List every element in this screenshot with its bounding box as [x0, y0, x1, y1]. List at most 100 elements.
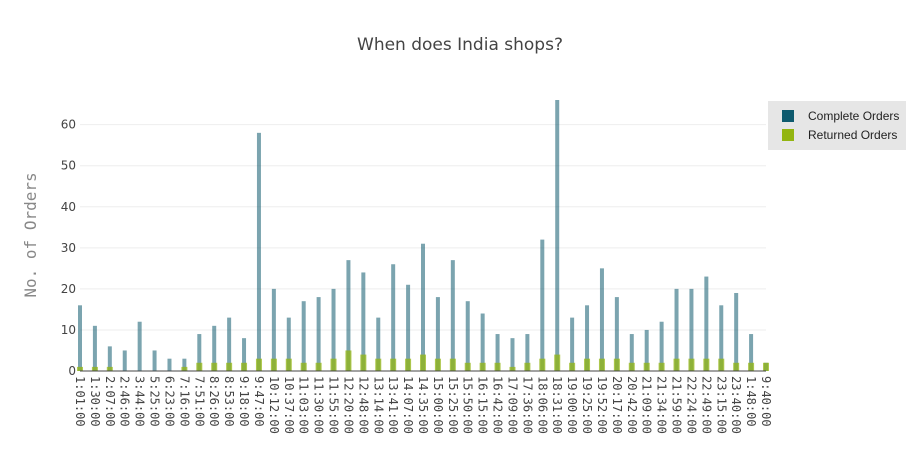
bar[interactable] [584, 358, 591, 371]
bar[interactable] [375, 358, 382, 371]
bar[interactable] [316, 297, 321, 371]
bar[interactable] [360, 354, 367, 371]
x-tick-label: 11:03:00 [297, 376, 311, 434]
bar[interactable] [181, 366, 188, 371]
bar[interactable] [315, 362, 322, 371]
bar[interactable] [495, 334, 500, 371]
x-tick-label: 21:34:00 [655, 376, 669, 434]
bar[interactable] [226, 362, 233, 371]
bar[interactable] [718, 358, 725, 371]
bar[interactable] [540, 239, 545, 371]
bar[interactable] [598, 358, 605, 371]
bar[interactable] [405, 358, 412, 371]
bar[interactable] [719, 305, 724, 371]
bar[interactable] [450, 260, 455, 371]
bar[interactable] [570, 317, 575, 371]
bar[interactable] [391, 264, 396, 371]
bar[interactable] [628, 362, 635, 371]
bar[interactable] [733, 362, 740, 371]
bar[interactable] [569, 362, 576, 371]
bar[interactable] [510, 338, 515, 371]
bar[interactable] [196, 362, 203, 371]
chart-title: When does India shops? [357, 35, 563, 55]
bar[interactable] [659, 321, 664, 371]
bar[interactable] [211, 362, 218, 371]
bar[interactable] [689, 288, 694, 371]
bar[interactable] [464, 362, 471, 371]
bar[interactable] [734, 292, 739, 371]
bar[interactable] [449, 358, 456, 371]
bar[interactable] [479, 362, 486, 371]
bar[interactable] [77, 366, 83, 371]
bar[interactable] [270, 358, 277, 371]
bar[interactable] [703, 358, 710, 371]
bar[interactable] [106, 366, 113, 371]
bar[interactable] [644, 329, 649, 371]
bar[interactable] [420, 354, 426, 371]
bar[interactable] [300, 362, 307, 371]
bar[interactable] [78, 305, 82, 371]
bar[interactable] [242, 338, 247, 371]
bar[interactable] [301, 301, 306, 371]
bar[interactable] [91, 366, 98, 371]
bar[interactable] [688, 358, 695, 371]
bar[interactable] [434, 358, 441, 371]
bar[interactable] [331, 288, 336, 371]
bar[interactable] [241, 362, 248, 371]
bar[interactable] [539, 358, 546, 371]
bar[interactable] [390, 358, 397, 371]
bar[interactable] [494, 362, 501, 371]
bar[interactable] [748, 362, 755, 371]
bar[interactable] [555, 100, 560, 371]
bar[interactable] [629, 334, 634, 371]
bar[interactable] [554, 354, 561, 371]
bar[interactable] [509, 366, 516, 371]
bar[interactable] [286, 317, 291, 371]
x-tick-label: 16:15:00 [476, 376, 490, 434]
bar[interactable] [285, 358, 292, 371]
bar[interactable] [658, 362, 665, 371]
bar[interactable] [673, 358, 680, 371]
bar[interactable] [345, 350, 352, 371]
bar[interactable] [167, 358, 172, 371]
bar[interactable] [227, 317, 232, 371]
x-tick-label: 5:25:00 [148, 376, 162, 427]
x-tick-label: 22:24:00 [684, 376, 698, 434]
bar[interactable] [197, 334, 202, 371]
bar[interactable] [613, 358, 620, 371]
bar[interactable] [346, 260, 351, 371]
bar[interactable] [330, 358, 337, 371]
bar[interactable] [480, 313, 485, 371]
bar[interactable] [122, 350, 127, 371]
legend[interactable]: Complete Orders Returned Orders [768, 101, 906, 150]
bar[interactable] [361, 272, 366, 371]
bar[interactable] [92, 325, 97, 371]
bar[interactable] [525, 334, 530, 371]
bar[interactable] [406, 284, 411, 371]
bar[interactable] [524, 362, 531, 371]
bar[interactable] [256, 132, 261, 371]
bar[interactable] [763, 362, 769, 371]
x-tick-label: 8:26:00 [207, 376, 221, 427]
bar[interactable] [137, 321, 142, 371]
bar[interactable] [152, 350, 157, 371]
bar[interactable] [271, 288, 276, 371]
bar[interactable] [749, 334, 754, 371]
bar[interactable] [376, 317, 381, 371]
legend-background [768, 101, 906, 150]
bar[interactable] [704, 276, 709, 371]
bar[interactable] [643, 362, 650, 371]
bar[interactable] [674, 288, 679, 371]
x-tick-label: 6:23:00 [162, 376, 176, 427]
bar[interactable] [212, 325, 217, 371]
bar[interactable] [107, 346, 112, 371]
bar[interactable] [255, 358, 262, 371]
bar[interactable] [421, 243, 425, 371]
x-tick-label: 10:37:00 [282, 376, 296, 434]
bar[interactable] [599, 268, 604, 371]
bar[interactable] [182, 358, 187, 371]
bar[interactable] [435, 297, 440, 371]
bar[interactable] [585, 305, 590, 371]
bar[interactable] [614, 297, 619, 371]
bar[interactable] [465, 301, 470, 371]
